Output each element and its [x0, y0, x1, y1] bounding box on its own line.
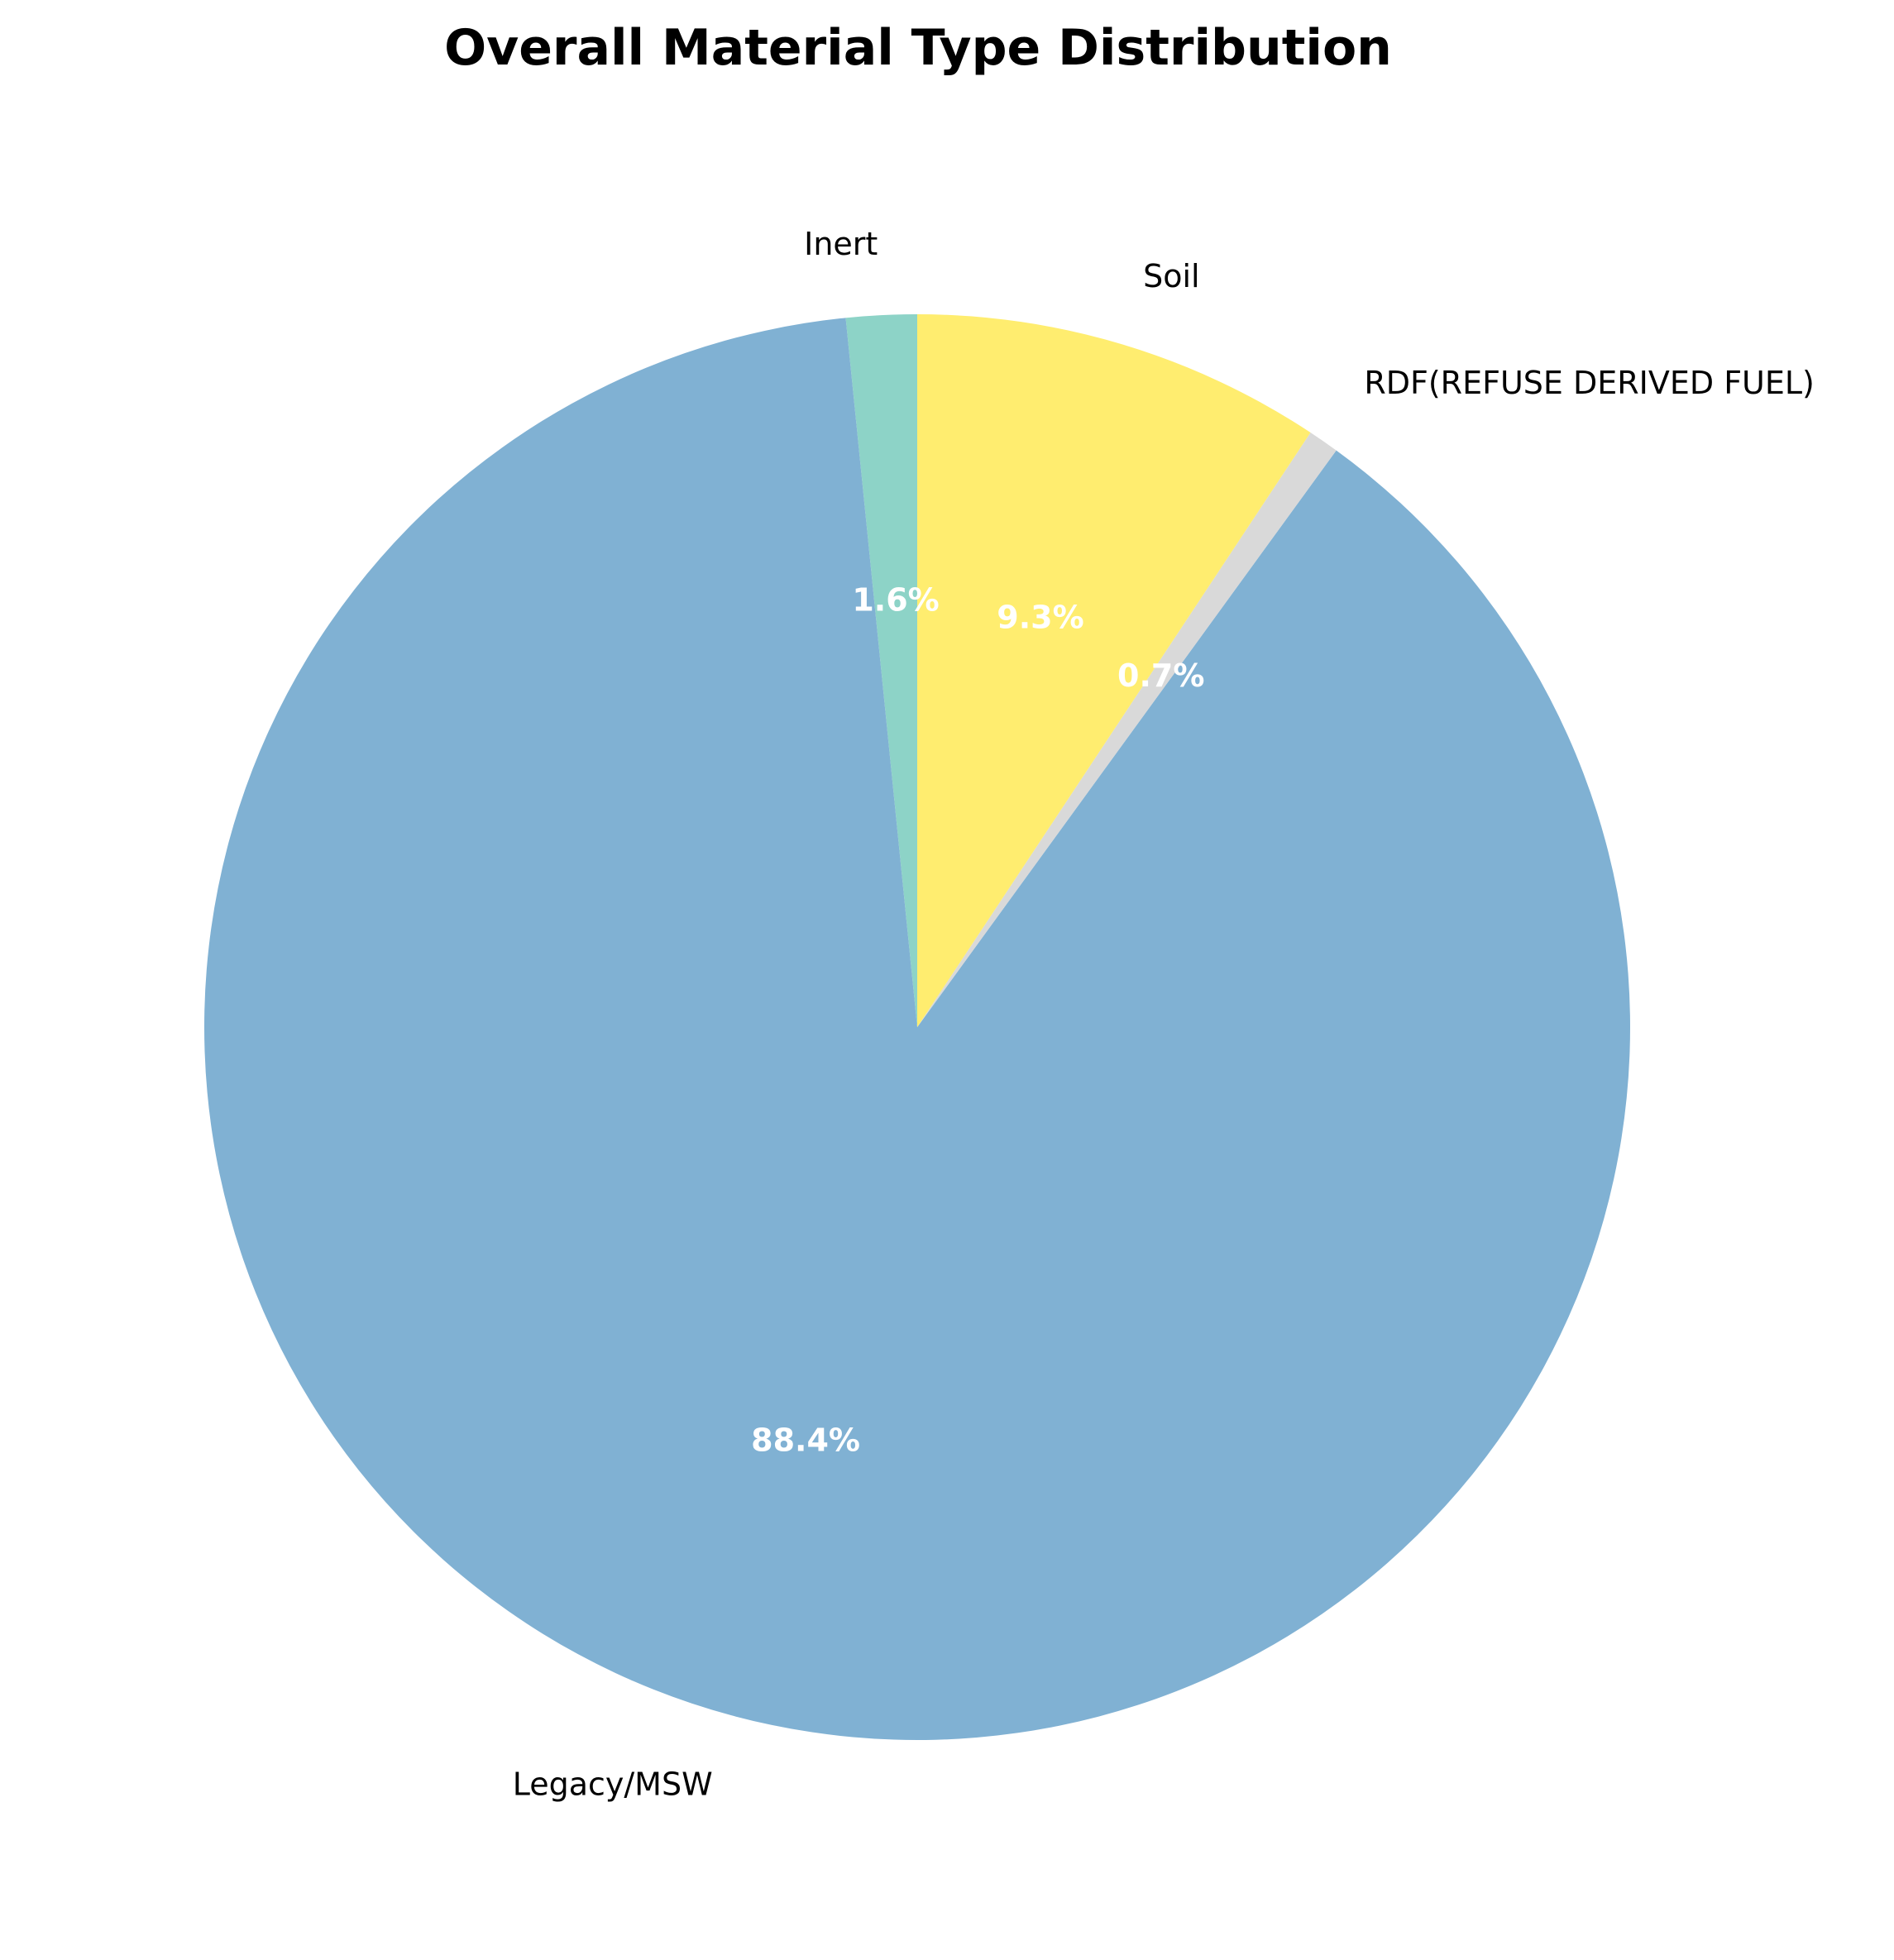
percent-label-rdf-refuse-derived-fuel: 0.7% — [1117, 657, 1204, 694]
pie-slices — [203, 314, 1630, 1740]
percent-label-inert: 1.6% — [852, 581, 939, 618]
category-label-soil: Soil — [1143, 258, 1200, 294]
category-label-legacy-msw: Legacy/MSW — [513, 1766, 713, 1802]
pie-slice-legacy-msw — [203, 318, 1630, 1740]
percent-label-soil: 9.3% — [997, 600, 1083, 636]
percent-labels: 1.6% 88.4% 0.7% 9.3% — [751, 581, 1204, 1458]
category-label-rdf-refuse-derived-fuel: RDF(REFUSE DERIVED FUEL) — [1364, 365, 1815, 401]
pie-slice-rdf-refuse-derived-fuel — [917, 433, 1337, 1027]
category-label-inert: Inert — [804, 226, 878, 262]
pie-slice-soil — [917, 314, 1311, 1027]
category-labels: Inert Legacy/MSW RDF(REFUSE DERIVED FUEL) S… — [513, 226, 1815, 1802]
percent-label-legacy-msw: 88.4% — [751, 1422, 860, 1458]
chart-title: Overall Material Type Distribution — [444, 19, 1392, 77]
pie-slice-inert — [845, 314, 917, 1027]
